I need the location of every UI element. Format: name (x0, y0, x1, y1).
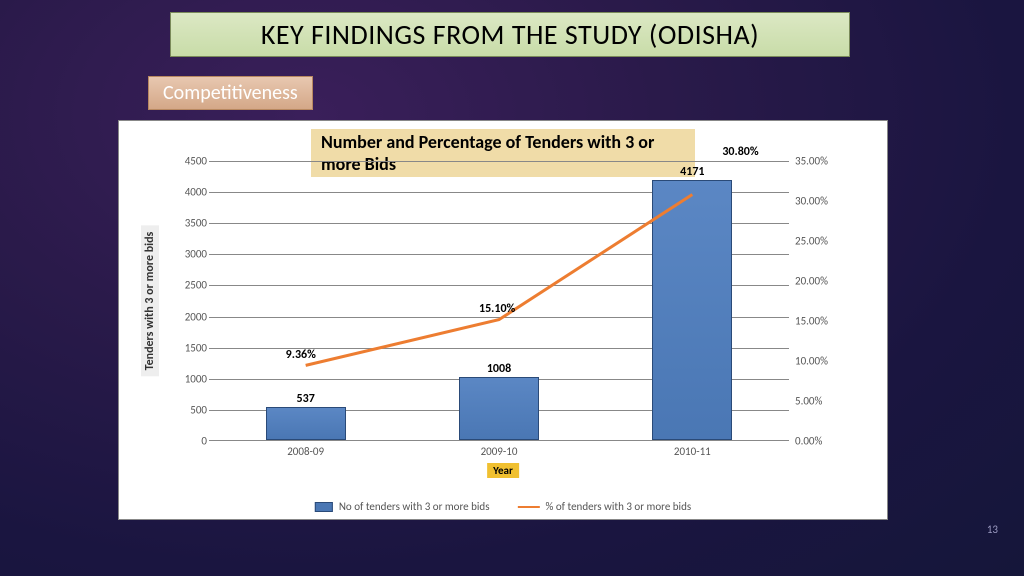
x-axis-label: Year (487, 463, 519, 478)
ytick-right: 5.00% (795, 395, 839, 408)
ytick-left: 1500 (177, 341, 207, 354)
ytick-right: 35.00% (795, 155, 839, 168)
bar (652, 180, 732, 440)
ytick-right: 10.00% (795, 355, 839, 368)
line-value-label: 15.10% (479, 302, 515, 316)
ytick-left: 1000 (177, 372, 207, 385)
ytick-left: 4500 (177, 155, 207, 168)
xtick: 2008-09 (266, 445, 346, 458)
bar (266, 407, 346, 440)
legend-line-swatch (518, 506, 540, 508)
bar (459, 377, 539, 440)
ytick-right: 15.00% (795, 315, 839, 328)
ytick-left: 0 (177, 435, 207, 448)
bar-value-label: 537 (266, 392, 346, 406)
ytick-right: 25.00% (795, 235, 839, 248)
bar-value-label: 1008 (459, 362, 539, 376)
y-axis-left-label: Tenders with 3 or more bids (141, 226, 159, 377)
plot-area: 537100841719.36%15.10%30.80% (209, 161, 789, 441)
xtick: 2010-11 (652, 445, 732, 458)
legend-item-line: % of tenders with 3 or more bids (518, 500, 692, 513)
line-value-label: 30.80% (722, 145, 758, 159)
ytick-left: 4000 (177, 186, 207, 199)
slide-title: KEY FINDINGS FROM THE STUDY (ODISHA) (170, 12, 850, 57)
page-number: 13 (987, 523, 998, 536)
line-value-label: 9.36% (286, 348, 316, 362)
grid-line (209, 161, 789, 162)
ytick-left: 2500 (177, 279, 207, 292)
legend-item-bar: No of tenders with 3 or more bids (315, 500, 490, 513)
ytick-left: 500 (177, 403, 207, 416)
ytick-right: 20.00% (795, 275, 839, 288)
legend-bar-swatch (315, 502, 333, 512)
legend-bar-label: No of tenders with 3 or more bids (339, 500, 490, 513)
ytick-right: 0.00% (795, 435, 839, 448)
chart-legend: No of tenders with 3 or more bids % of t… (315, 500, 691, 513)
ytick-left: 3500 (177, 217, 207, 230)
ytick-right: 30.00% (795, 195, 839, 208)
chart-panel: Number and Percentage of Tenders with 3 … (118, 120, 888, 520)
ytick-left: 3000 (177, 248, 207, 261)
slide-subtitle: Competitiveness (148, 76, 313, 110)
legend-line-label: % of tenders with 3 or more bids (546, 500, 692, 513)
xtick: 2009-10 (459, 445, 539, 458)
bar-value-label: 4171 (652, 165, 732, 179)
ytick-left: 2000 (177, 310, 207, 323)
